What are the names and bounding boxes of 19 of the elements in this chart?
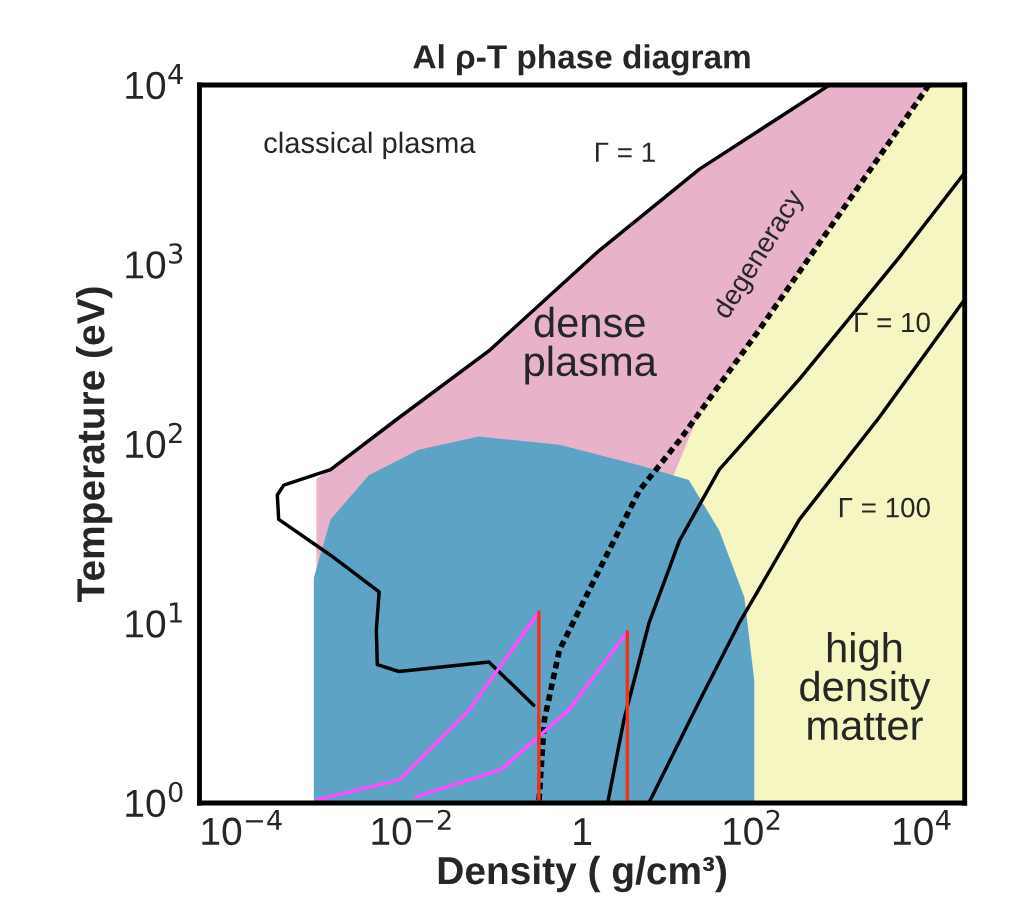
annotation: Γ = 100 <box>839 497 930 518</box>
annotation: dense plasma <box>525 306 657 385</box>
y-tick-label: 10$^{2}$ <box>126 422 182 459</box>
x-tick-label: 10$^{−2}$ <box>372 809 451 846</box>
x-tick-label: 10$^{4}$ <box>894 810 951 846</box>
x-tick-label: 1 <box>574 818 592 846</box>
annotation: Γ = 1 <box>596 142 655 162</box>
y-tick-label: 10$^{4}$ <box>126 64 183 100</box>
x-tick-label: 10$^{−4}$ <box>202 810 282 846</box>
annotation: classical plasma <box>264 131 476 159</box>
chart-title: Al ρ-T phase diagram <box>413 44 750 76</box>
y-tick-label: 10$^{3}$ <box>126 243 183 279</box>
annotation: Γ = 10 <box>855 312 930 333</box>
y-tick-label: 10$^{0}$ <box>126 781 183 818</box>
x-tick-label: 10$^{2}$ <box>724 809 780 846</box>
y-axis-title: Temperature (eV) <box>76 287 113 603</box>
y-tick-label: 10$^{1}$ <box>126 602 182 638</box>
x-axis-title: Density ( g/cm³) <box>438 855 727 893</box>
annotation: high density matter <box>800 631 931 741</box>
